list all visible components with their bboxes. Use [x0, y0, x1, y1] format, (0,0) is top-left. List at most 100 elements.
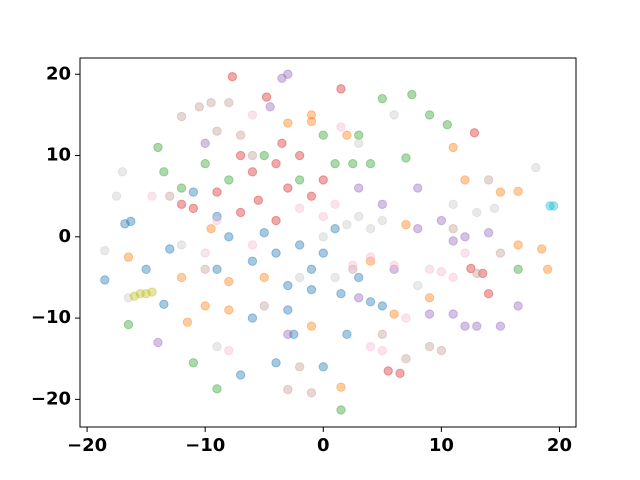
point [495, 248, 506, 258]
point [212, 215, 222, 226]
point [472, 321, 482, 331]
point [123, 293, 134, 303]
point [212, 126, 222, 136]
point [383, 366, 393, 376]
point [235, 370, 246, 380]
point [336, 84, 346, 94]
point [436, 215, 447, 226]
point [469, 128, 480, 138]
point [336, 382, 346, 392]
point [271, 358, 281, 368]
point [261, 92, 272, 102]
point [460, 232, 470, 242]
point [294, 150, 305, 161]
point [377, 345, 388, 356]
point [365, 297, 376, 307]
point [306, 264, 317, 275]
point [176, 183, 187, 193]
point [365, 341, 376, 352]
point [117, 167, 128, 177]
point [365, 158, 376, 169]
point [247, 167, 258, 177]
point [306, 110, 317, 120]
point [377, 93, 388, 104]
point [318, 248, 328, 258]
point [235, 207, 246, 218]
point [294, 203, 305, 214]
x-tick-label: 0 [317, 435, 330, 456]
point [483, 289, 494, 299]
point [200, 301, 210, 311]
point [224, 98, 234, 108]
point [377, 301, 388, 311]
point [306, 388, 317, 398]
point [342, 219, 352, 230]
point [212, 211, 222, 222]
point [206, 223, 216, 234]
point [330, 223, 340, 234]
point [448, 199, 458, 209]
point [283, 280, 293, 291]
point [141, 264, 151, 275]
point [283, 329, 293, 340]
point [227, 71, 238, 82]
point [389, 309, 399, 319]
point [354, 130, 364, 140]
point [478, 268, 488, 279]
point [283, 183, 293, 193]
point [200, 264, 210, 275]
y-tick-label: −20 [31, 388, 71, 409]
y-tick-label: 10 [46, 145, 71, 166]
point [200, 138, 210, 149]
point [235, 150, 246, 161]
point [283, 305, 293, 315]
point [147, 287, 157, 297]
point [513, 186, 523, 196]
point [126, 216, 136, 227]
point [306, 191, 317, 201]
point [466, 263, 476, 274]
point [424, 341, 435, 352]
point [318, 362, 328, 372]
point [407, 89, 417, 100]
point [318, 175, 328, 185]
point [289, 329, 299, 340]
point [354, 293, 364, 303]
point [377, 329, 388, 340]
plot-area [100, 69, 559, 415]
point [389, 110, 399, 120]
point [401, 354, 411, 364]
point [224, 175, 234, 185]
point [342, 329, 352, 340]
point [424, 293, 435, 303]
point [460, 321, 470, 331]
point [111, 191, 122, 201]
point [188, 358, 199, 368]
point [377, 215, 388, 226]
point [448, 142, 458, 153]
point [135, 289, 145, 299]
point [165, 191, 175, 201]
point [460, 248, 470, 258]
point [206, 98, 216, 108]
point [306, 116, 317, 127]
point [212, 264, 222, 275]
point [336, 289, 346, 299]
point [212, 341, 222, 352]
point [100, 275, 110, 285]
point [548, 201, 559, 211]
point [271, 158, 281, 169]
point [247, 110, 258, 120]
point [176, 199, 187, 209]
point [342, 130, 352, 140]
point [513, 240, 523, 250]
point [542, 264, 553, 275]
point [224, 232, 234, 242]
point [247, 240, 258, 250]
point [259, 272, 269, 283]
x-tick-label: 20 [547, 435, 572, 456]
point [188, 187, 199, 197]
point [365, 252, 376, 262]
point [224, 305, 234, 315]
point [389, 260, 399, 270]
